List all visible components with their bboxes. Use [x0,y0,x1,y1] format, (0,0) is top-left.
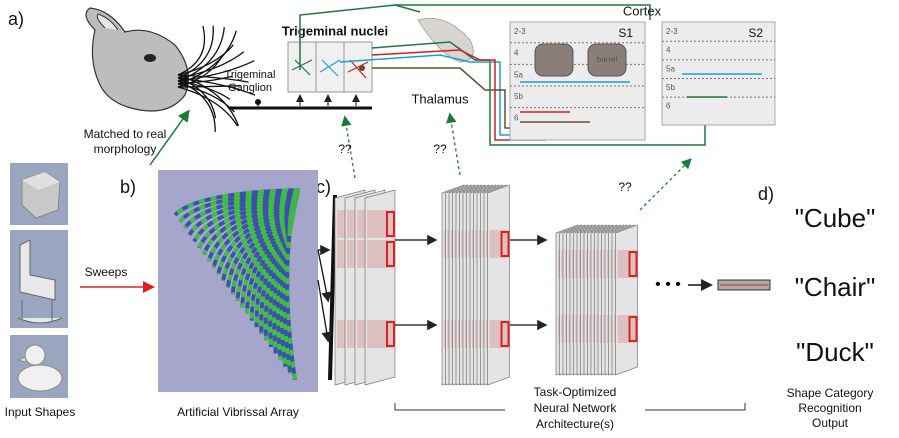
receptive-field [367,320,393,348]
label: Thalamus [411,91,469,106]
layer-label: 6 [666,102,671,111]
network [318,185,638,385]
receptive-field [618,315,636,343]
barrel-label: barrel [597,55,618,64]
layer-label: 5b [514,92,523,101]
feature-map [488,185,510,385]
label: Trigeminal [225,69,276,81]
caption: Output [812,416,849,430]
layer-label: 5a [666,64,675,73]
label: Trigeminal nuclei [282,23,388,38]
rat-head [86,8,188,111]
cortex: S1 2-3 4 5a 5b 6 barrel S2 2-3 4 5a 5b 6 [510,22,775,140]
layer-label: 6 [514,114,519,123]
panel-label: a) [8,9,24,29]
label: Sweeps [85,265,128,279]
layer-label: 2-3 [514,27,526,36]
caption: Artificial Vibrissal Array [177,405,299,419]
layer-label: 4 [514,49,519,58]
layer-label: 5b [666,83,675,92]
panel-label: d) [758,184,774,204]
caption: Neural Network [534,401,618,415]
category: "Cube" [795,203,876,233]
layer-label: 2-3 [666,27,678,36]
input-layer [330,195,335,380]
feature-map [616,225,638,375]
layer-label: 4 [666,46,671,55]
panel-label: c) [316,177,331,197]
label: Cortex [623,3,662,18]
caption: Recognition [798,401,861,415]
label: Ganglion [228,82,272,94]
unknown-label: ?? [618,180,632,194]
receptive-field [618,250,636,278]
caption: Task-Optimized [534,385,617,399]
note: Matched to real [84,127,167,141]
caption: Architecture(s) [536,417,614,431]
barrel [535,44,573,76]
area-name: S2 [748,26,763,40]
unknown-label: ?? [338,142,352,156]
area-name: S1 [618,26,633,40]
caption: Shape Category [787,386,874,400]
category: "Chair" [795,272,876,302]
layer-label: 5a [514,70,523,79]
ellipsis: • • • [655,276,681,293]
category: "Duck" [796,337,874,367]
input-shapes [10,163,68,398]
receptive-field [367,210,393,238]
note: morphology [94,142,157,156]
receptive-field [490,320,508,348]
caption: Input Shapes [5,405,76,419]
arrow [318,280,328,340]
receptive-field [490,230,508,258]
figure: a) b) c) d) Matched to real morphology T… [0,0,899,438]
receptive-field [367,240,393,268]
panel-label: b) [120,177,136,197]
unknown-label: ?? [433,142,447,156]
